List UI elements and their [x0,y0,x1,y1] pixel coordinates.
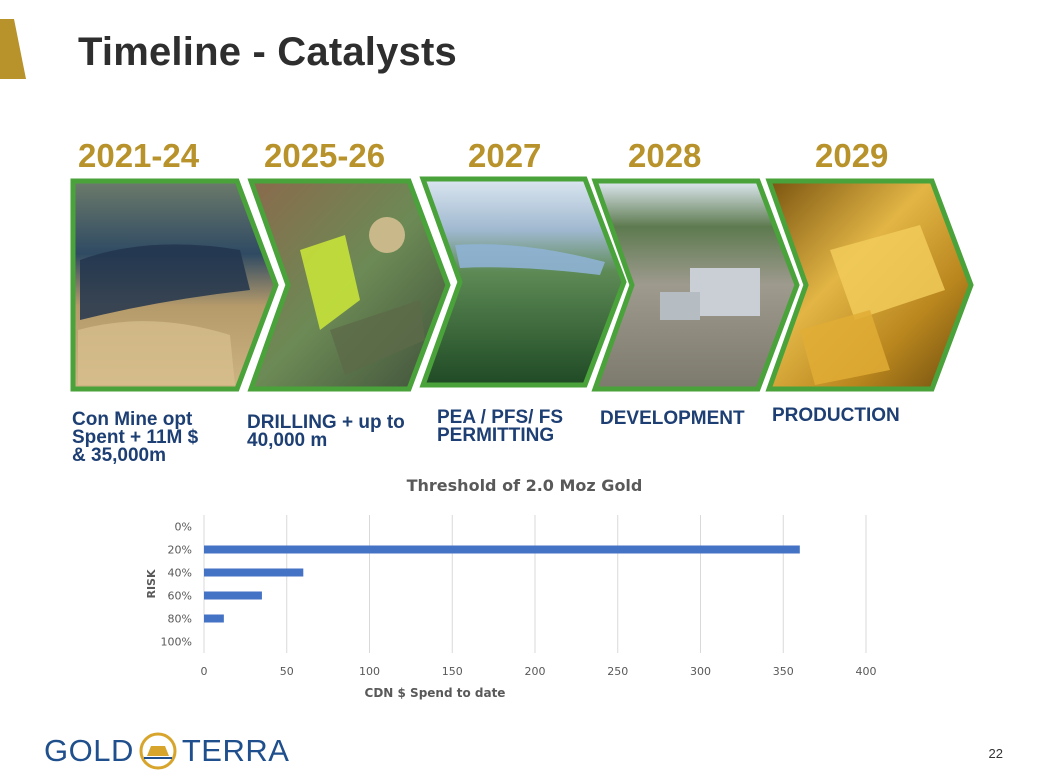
bar [204,545,800,554]
phase-photo-3 [419,176,627,388]
phase-caption-3-line-2: PERMITTING [437,425,555,446]
x-tick-label: 400 [856,665,877,678]
phase-caption-4-line-1: DEVELOPMENT [600,408,745,429]
title-accent-bar [0,19,26,79]
phase-photo-4 [591,178,800,392]
phase-caption-2-line-2: 40,000 m [247,430,328,451]
x-tick-label: 350 [773,665,794,678]
phase-caption-4: DEVELOPMENT [600,408,745,429]
phase-caption-1-line-1: Con Mine opt [72,409,193,430]
gold-bar-circle-icon [139,732,177,770]
phase-caption-5-line-1: PRODUCTION [772,405,900,426]
bar [204,614,224,623]
phase-caption-3-line-1: PEA / PFS/ FS [437,407,563,428]
phase-year-5: 2029 [815,137,889,174]
phase-caption-5: PRODUCTION [772,405,900,426]
y-tick-label: 80% [168,613,192,626]
phase-caption-2-line-1: DRILLING + up to [247,412,405,433]
phase-photo-5 [765,178,974,392]
x-axis-label: CDN $ Spend to date [365,686,506,700]
phase-caption-1-line-2: Spent + 11M $ [72,427,199,448]
phase-year-2: 2025-26 [264,137,386,174]
slide-title: Timeline - Catalysts [78,30,457,74]
y-tick-label: 0% [175,521,192,534]
x-tick-label: 100 [359,665,380,678]
bar [204,591,262,600]
x-tick-label: 0 [201,665,208,678]
y-axis-label: RISK [145,569,158,598]
phase-caption-3: PEA / PFS/ FS PERMITTING [437,407,563,446]
phase-caption-1-line-3: & 35,000m [72,445,167,466]
y-tick-label: 20% [168,544,192,557]
phase-year-1: 2021-24 [78,137,200,174]
phase-caption-1: Con Mine opt Spent + 11M $ & 35,000m [72,409,199,466]
logo-text-terra: TERRA [181,733,290,768]
phase-photo-2 [247,178,451,392]
x-tick-label: 50 [280,665,294,678]
bar [204,568,304,577]
phase-year-3: 2027 [468,137,542,174]
x-tick-label: 200 [525,665,546,678]
phase-caption-2: DRILLING + up to 40,000 m [247,412,405,451]
x-tick-label: 300 [690,665,711,678]
phase-chevron-strip [70,176,974,392]
phase-photo-1 [70,178,279,392]
y-tick-label: 60% [168,590,192,603]
page-number: 22 [988,746,1003,761]
y-tick-label: 100% [161,636,192,649]
x-tick-label: 250 [607,665,628,678]
gold-terra-logo: GOLD TERRA [44,731,289,771]
phase-year-4: 2028 [628,137,702,174]
chart-title: Threshold of 2.0 Moz Gold [406,476,643,495]
y-tick-label: 40% [168,567,192,580]
x-tick-label: 150 [442,665,463,678]
logo-text-gold: GOLD [44,733,134,768]
